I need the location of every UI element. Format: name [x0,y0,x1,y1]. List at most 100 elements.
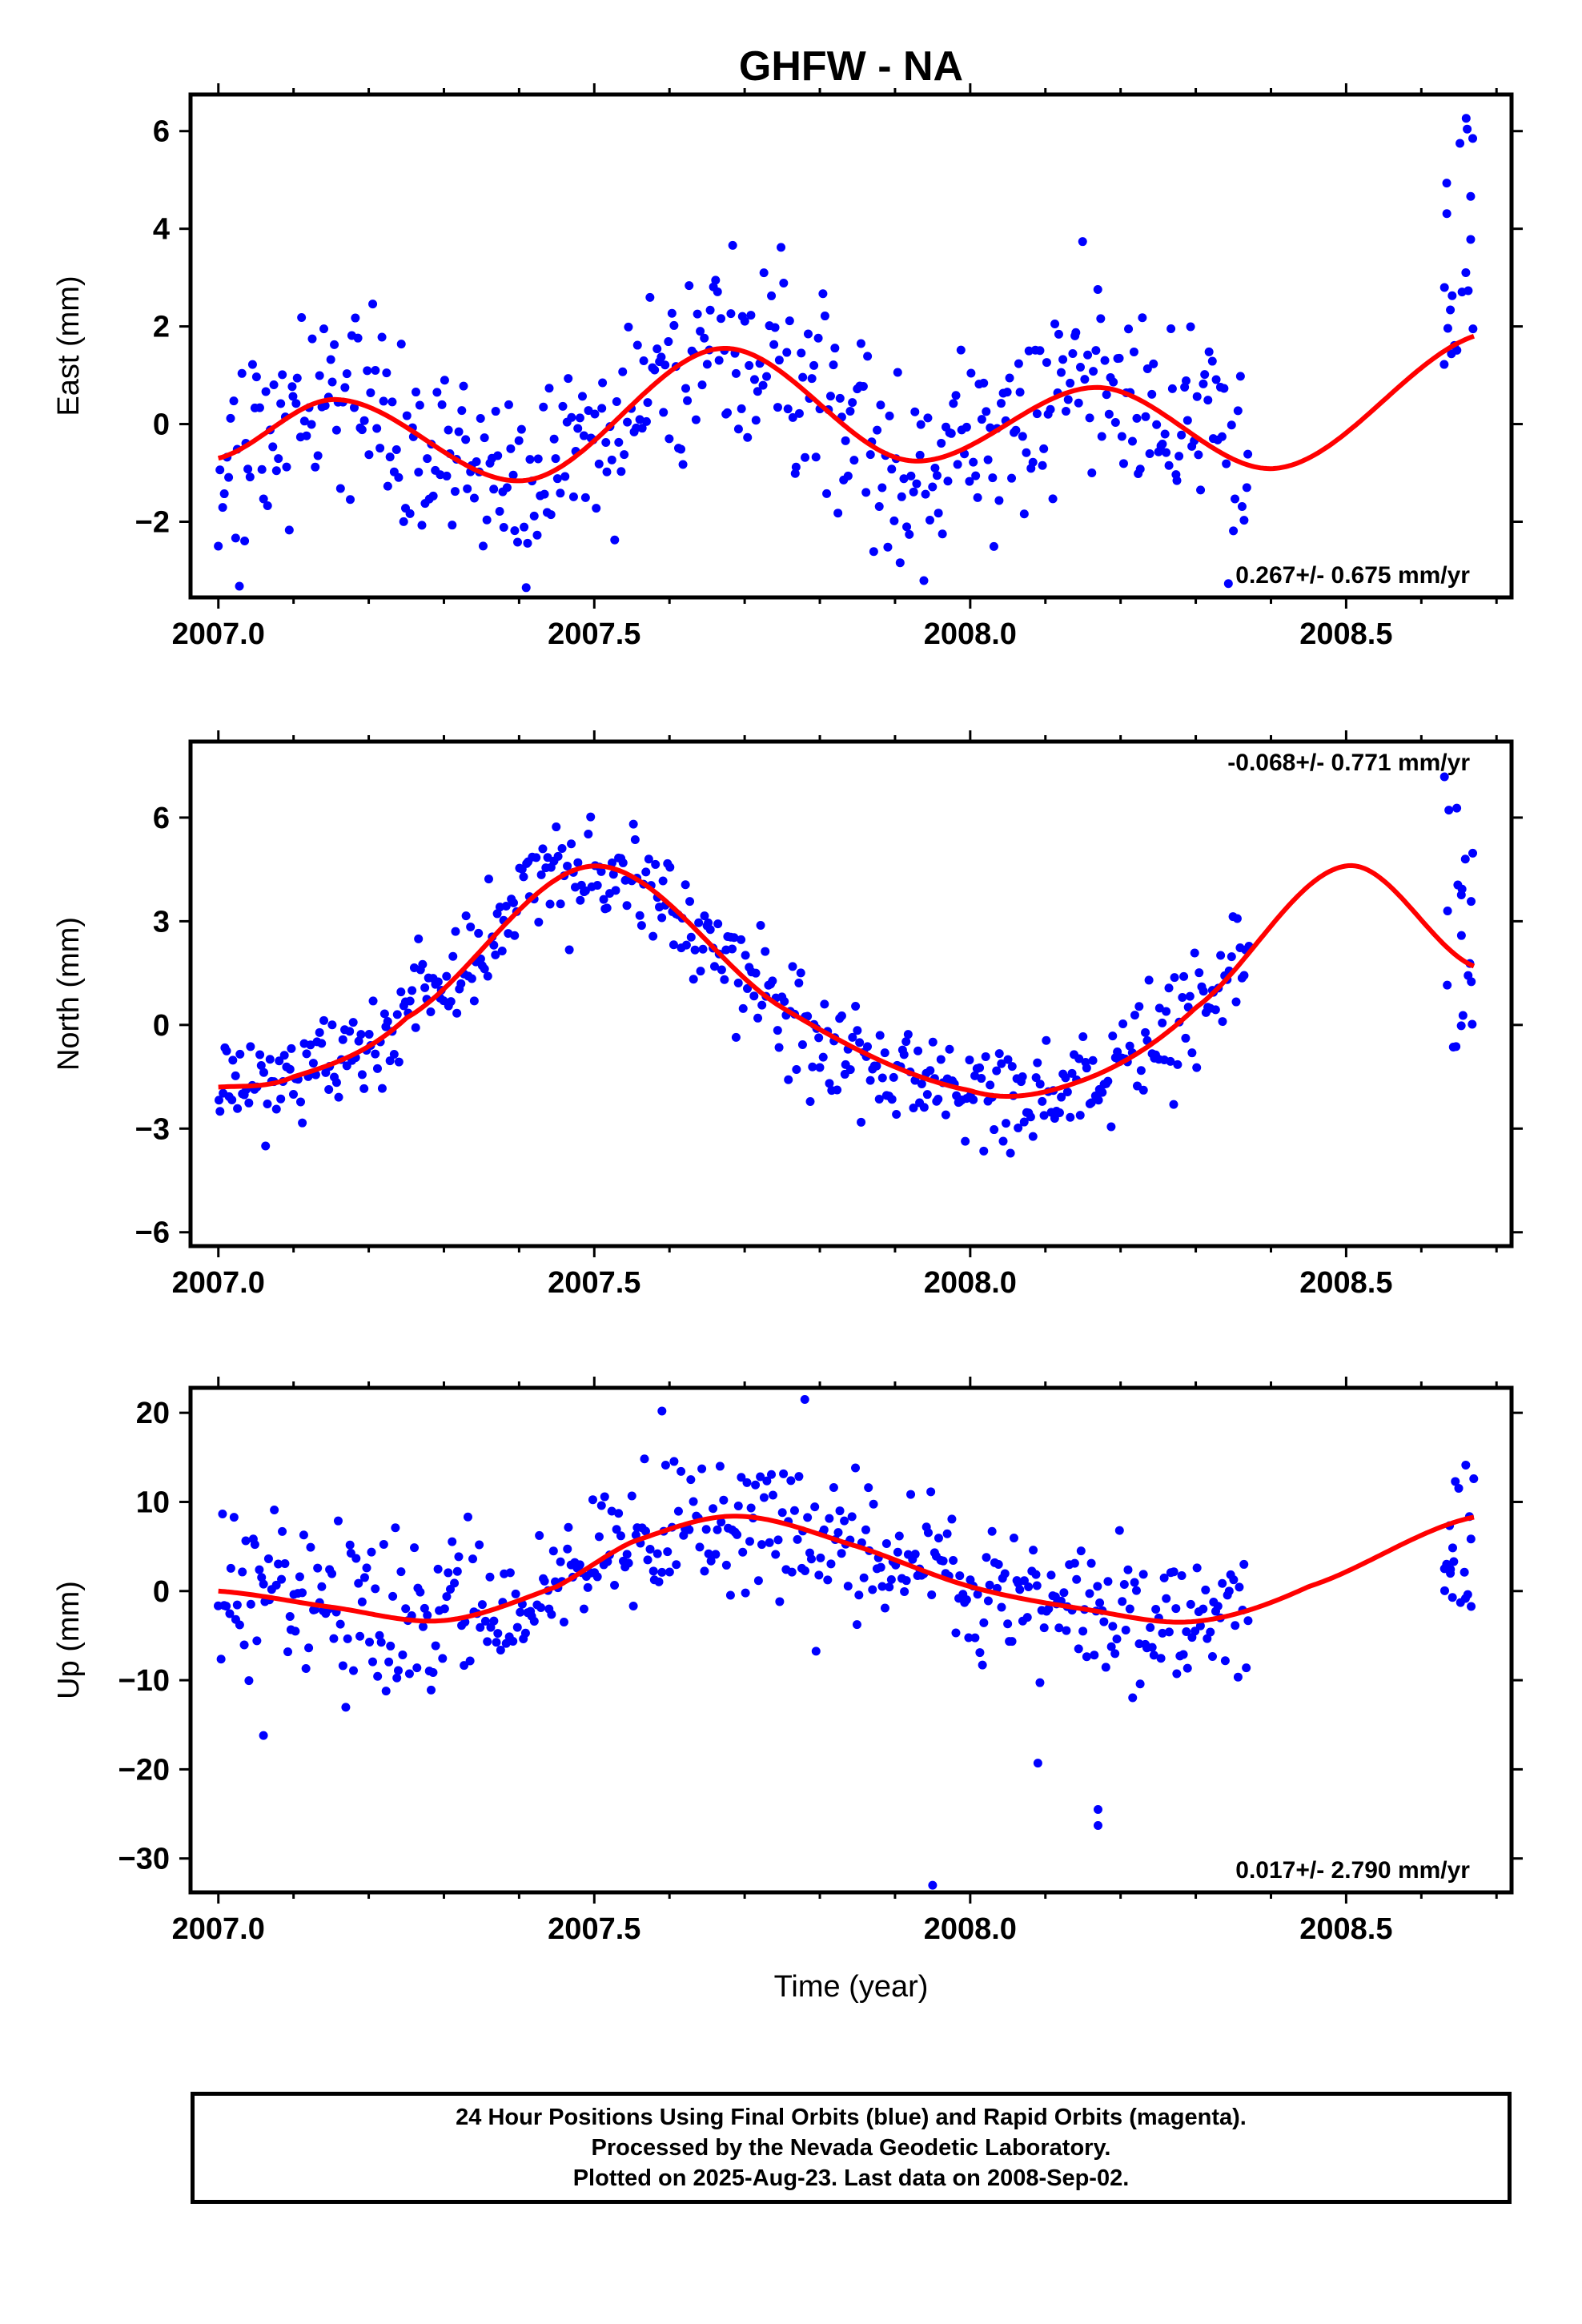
data-point [1000,1569,1010,1578]
data-point [442,1592,452,1602]
data-point [607,1506,616,1516]
data-point [263,1554,273,1563]
data-point [1232,914,1242,923]
data-point [875,1031,885,1040]
data-point [843,471,853,480]
data-point [1054,1623,1064,1633]
data-point [372,424,382,433]
data-point [381,1687,391,1696]
data-point [1190,948,1199,958]
data-point [1094,1096,1103,1105]
data-point [1108,1031,1118,1041]
data-point [324,1085,334,1095]
data-point [219,489,229,499]
data-point [757,1540,766,1550]
data-point [1172,476,1182,485]
data-point [705,305,715,315]
y-tick-label: 6 [153,115,170,149]
data-point [644,854,653,864]
data-point [1074,1054,1084,1063]
data-point [505,1568,515,1578]
data-point [1231,997,1241,1007]
data-point [1206,1627,1215,1637]
data-point [448,521,457,530]
data-point [1439,283,1449,292]
data-point [480,433,489,443]
data-point [1054,1108,1064,1118]
data-point [873,425,882,435]
data-point [1461,1460,1471,1470]
data-point [789,1506,799,1515]
data-point [1110,1649,1120,1659]
data-point [331,1078,341,1088]
data-point [916,420,926,429]
data-point [269,380,279,389]
data-point [693,309,702,319]
data-point [865,450,875,460]
panel-east: GHFW - NA 2007.0 2007.5 2008.0 2008.5 −2 0 2 4 6 E… [52,43,1523,651]
data-point [998,1136,1008,1146]
data-point [1138,1570,1148,1579]
model-fit-curve [217,333,1476,484]
data-point [492,909,502,919]
data-point [611,886,620,895]
data-point [1177,1571,1186,1581]
x-tick-label: 2007.0 [172,1266,265,1300]
data-point [1106,1122,1116,1132]
data-point [238,1567,247,1577]
data-point [1239,1559,1249,1569]
data-point [564,1522,573,1532]
data-point [698,944,708,954]
data-point [521,583,531,593]
data-point [938,1556,948,1566]
data-point [1185,991,1195,1001]
data-point [279,1051,289,1060]
data-point [274,1559,283,1569]
caption-line-dates: Plotted on 2025-Aug-23. Last data on 200… [572,2165,1130,2191]
data-point [1464,286,1473,296]
data-point [529,511,539,521]
data-point [1129,347,1138,356]
data-point [1074,398,1083,408]
data-point [1070,1558,1079,1568]
data-point [773,403,782,412]
data-point [949,399,958,408]
data-point [525,455,535,464]
data-point [706,1556,716,1566]
data-point [861,1525,870,1534]
data-point [283,1647,293,1657]
data-point [1456,931,1466,940]
data-point [700,1566,709,1576]
data-point [1239,516,1249,525]
data-point [354,1036,363,1046]
data-point [399,517,408,526]
data-point [235,1620,244,1630]
data-point [287,382,297,392]
velocity-label: 0.017+/- 2.790 mm/yr [1235,1857,1470,1884]
data-point [1106,1642,1116,1651]
data-point [1218,1017,1227,1027]
data-point [1019,509,1029,519]
data-point [669,320,679,330]
data-point [1109,377,1118,387]
data-point [900,1586,909,1596]
data-point [247,360,257,369]
data-point [1024,1582,1034,1591]
data-point [342,369,351,379]
data-point [548,1546,558,1556]
data-point [568,492,578,501]
data-point [733,424,743,434]
data-point [1242,1663,1251,1673]
data-point [218,1510,227,1519]
data-point [691,415,701,424]
data-point [956,345,966,355]
data-point [463,1512,472,1522]
data-point [1007,1062,1017,1072]
data-point [623,417,632,427]
data-point [534,918,544,927]
data-point [539,402,548,412]
data-point [861,488,871,497]
data-point [510,931,520,940]
data-point [215,1107,225,1116]
data-point [285,1064,295,1074]
